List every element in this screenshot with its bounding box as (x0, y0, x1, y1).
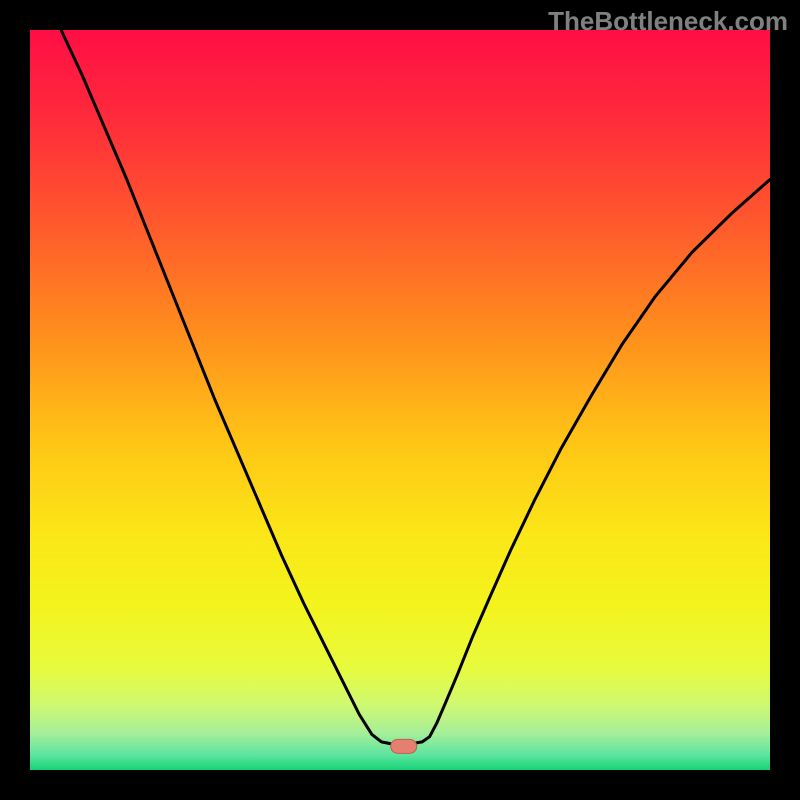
chart-svg (0, 0, 800, 800)
plot-background (30, 30, 770, 770)
optimal-point-marker (391, 739, 417, 753)
watermark-label: TheBottleneck.com (548, 6, 788, 37)
chart-container: TheBottleneck.com (0, 0, 800, 800)
